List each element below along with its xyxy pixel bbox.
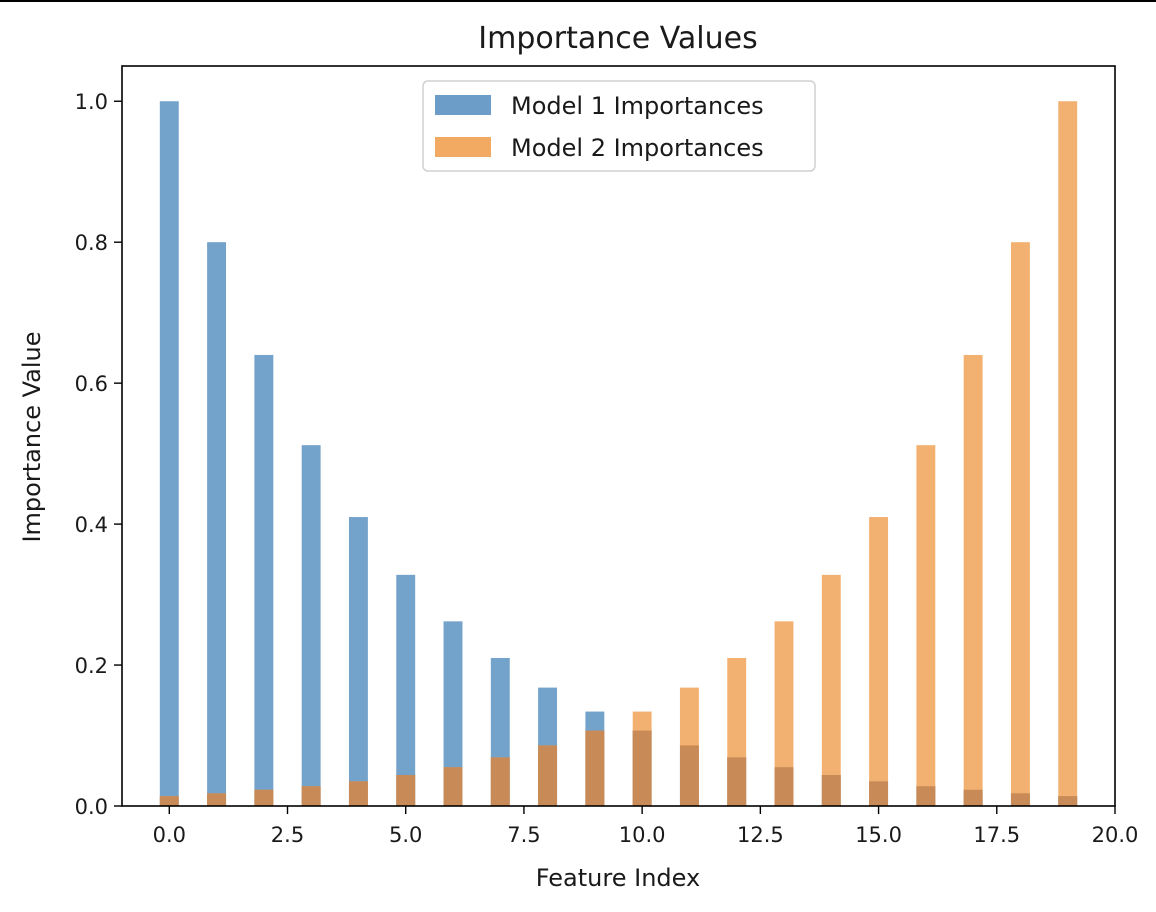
y-tick-label-1: 0.2 xyxy=(75,654,108,678)
y-tick-label-5: 1.0 xyxy=(75,90,108,114)
x-tick-label-6: 15.0 xyxy=(855,823,902,847)
legend-swatch-2 xyxy=(435,137,491,157)
bar-overlap-14 xyxy=(821,774,841,806)
bar-overlap-9 xyxy=(585,730,605,806)
bar-series1-3 xyxy=(301,445,321,806)
x-tick-label-8: 20.0 xyxy=(1092,823,1139,847)
bar-overlap-8 xyxy=(538,745,558,806)
x-tick-label-1: 2.5 xyxy=(271,823,304,847)
x-tick-label-2: 5.0 xyxy=(389,823,422,847)
bar-series2-16 xyxy=(916,445,936,806)
bar-overlap-17 xyxy=(963,789,983,806)
top-border xyxy=(0,0,1156,2)
bar-overlap-6 xyxy=(443,767,463,806)
bar-series1-5 xyxy=(396,574,416,806)
chart-title: Importance Values xyxy=(478,21,757,56)
x-tick-label-4: 10.0 xyxy=(619,823,666,847)
bar-series2-15 xyxy=(869,517,889,806)
bar-overlap-13 xyxy=(774,767,794,806)
x-tick-label-7: 17.5 xyxy=(973,823,1020,847)
bar-series1-2 xyxy=(254,354,274,806)
bar-overlap-1 xyxy=(207,793,227,806)
bar-overlap-15 xyxy=(869,781,889,806)
y-tick-label-3: 0.6 xyxy=(75,372,108,396)
legend-swatch-1 xyxy=(435,95,491,115)
bar-overlap-10 xyxy=(632,730,652,806)
x-axis-label: Feature Index xyxy=(536,864,700,892)
legend: Model 1 Importances Model 2 Importances xyxy=(422,80,816,172)
bars-layer xyxy=(159,101,1078,806)
bar-overlap-11 xyxy=(679,745,699,806)
bar-series1-4 xyxy=(348,517,368,806)
bar-overlap-19 xyxy=(1058,796,1078,806)
legend-label-1: Model 1 Importances xyxy=(511,92,764,120)
bar-overlap-4 xyxy=(348,781,368,806)
y-axis-label: Importance Value xyxy=(18,331,46,542)
bar-series1-6 xyxy=(443,621,463,806)
bar-overlap-18 xyxy=(1010,793,1030,806)
bar-overlap-3 xyxy=(301,786,321,806)
bar-series1-0 xyxy=(159,101,179,806)
x-tick-label-0: 0.0 xyxy=(153,823,186,847)
bar-overlap-0 xyxy=(159,796,179,806)
legend-box xyxy=(422,80,816,172)
bar-series2-14 xyxy=(821,574,841,806)
legend-label-2: Model 2 Importances xyxy=(511,134,764,162)
bar-overlap-16 xyxy=(916,786,936,806)
bar-series2-19 xyxy=(1058,101,1078,806)
bar-overlap-5 xyxy=(396,774,416,806)
bar-overlap-7 xyxy=(490,757,510,806)
y-tick-label-2: 0.4 xyxy=(75,513,108,537)
bar-series2-18 xyxy=(1010,242,1030,806)
bar-overlap-2 xyxy=(254,789,274,806)
axes-layer: 0.0 2.5 5.0 7.5 10.0 12.5 15.0 17.5 20.0 0.0 0.2 0.… xyxy=(75,65,1139,847)
x-tick-label-5: 12.5 xyxy=(737,823,784,847)
bar-series2-13 xyxy=(774,621,794,806)
y-tick-label-0: 0.0 xyxy=(75,795,108,819)
bar-series2-17 xyxy=(963,354,983,806)
plot-frame xyxy=(121,65,1116,807)
y-tick-label-4: 0.8 xyxy=(75,231,108,255)
x-tick-label-3: 7.5 xyxy=(507,823,540,847)
bar-overlap-12 xyxy=(727,757,747,806)
bar-series1-1 xyxy=(207,242,227,806)
